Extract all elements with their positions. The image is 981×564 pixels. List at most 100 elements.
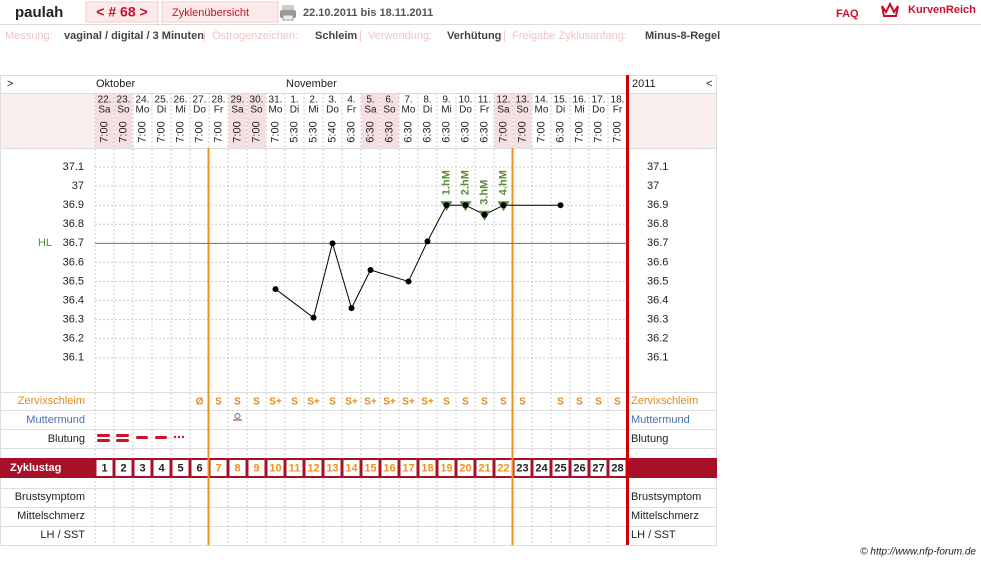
x-tick-label: 3 (139, 462, 145, 474)
temperature-point (310, 314, 317, 321)
y-tick-label: 36.4 (63, 294, 84, 306)
date-range: 22.10.2011 bis 18.11.2011 (303, 7, 433, 19)
hm-label: 2.hM (459, 170, 471, 195)
time-label: 7:00 (117, 121, 129, 142)
y-tick-label: 36.3 (63, 313, 84, 325)
date-label: 27. (193, 95, 207, 106)
cycle-day-cell (533, 460, 550, 476)
cycle-day-cell (229, 460, 246, 476)
cervix-value: S (614, 397, 621, 408)
separator: | (503, 30, 506, 42)
row-label: Muttermund (26, 414, 85, 426)
row-label: Mittelschmerz (17, 510, 85, 522)
overview-link[interactable]: Zyklenübersicht (172, 7, 249, 19)
header-cell (1, 93, 95, 148)
date-label: 4. (347, 95, 355, 106)
time-label: 5:30 (307, 121, 319, 142)
cycle-day-cell (286, 460, 303, 476)
date-label: 12. (497, 95, 511, 106)
x-tick-label: 21 (478, 462, 490, 474)
time-label: 6:30 (440, 121, 452, 142)
x-tick-label: 13 (326, 462, 338, 474)
date-label: 10. (459, 95, 473, 106)
date-label: 18. (611, 95, 625, 106)
cycle-nav[interactable]: < # 68 > (96, 4, 147, 20)
date-label: 15. (554, 95, 568, 106)
weekday-label: Mo (136, 105, 150, 116)
time-label: 7:00 (174, 121, 186, 142)
x-tick-label: 2 (120, 462, 126, 474)
overview-box[interactable] (161, 1, 279, 23)
x-tick-label: 24 (535, 462, 548, 474)
hm-label: 3.hM (478, 180, 490, 205)
weekday-label: Do (193, 105, 206, 116)
coverline-label: HL (38, 237, 52, 249)
cervix-value: S+ (402, 397, 415, 408)
date-label: 6. (385, 95, 393, 106)
cervix-value: S (215, 397, 222, 408)
weekday-label: Do (592, 105, 605, 116)
cervix-value: S (443, 397, 450, 408)
weekday-label: So (383, 105, 396, 116)
date-label: 2. (309, 95, 317, 106)
time-label: 7:00 (611, 121, 623, 142)
cycle-day-cell (438, 460, 455, 476)
date-label: 3. (328, 95, 336, 106)
info-label: Freigabe Zyklusanfang: (512, 30, 627, 42)
x-tick-label: 27 (592, 462, 604, 474)
date-label: 16. (573, 95, 587, 106)
date-label: 23. (117, 95, 131, 106)
temperature-point (557, 202, 564, 209)
y-tick-label: 36.1 (647, 352, 668, 364)
weekday-label: Mo (269, 105, 283, 116)
date-label: 1. (290, 95, 298, 106)
weekday-label: Sa (364, 105, 377, 116)
x-tick-label: 1 (101, 462, 107, 474)
cervix-position-icon (233, 413, 242, 421)
date-label: 31. (269, 95, 283, 106)
row-label: Zyklustag (10, 462, 61, 474)
time-label: 7:00 (497, 121, 509, 142)
weekday-label: Do (459, 105, 472, 116)
cycle-day-cell (514, 460, 531, 476)
faq-link[interactable]: FAQ (836, 8, 859, 20)
temperature-point (367, 267, 374, 273)
weekday-label: Sa (231, 105, 244, 116)
cycle-day-cell (134, 460, 151, 476)
date-label: 22. (98, 95, 112, 106)
user-name: paulah (15, 4, 63, 21)
y-tick-label: 37 (72, 180, 84, 192)
temperature-point (443, 202, 450, 209)
x-tick-label: 19 (440, 462, 452, 474)
y-tick-label: 36.7 (647, 237, 668, 249)
weekend-cell (361, 94, 380, 148)
brand[interactable]: KurvenReich (908, 4, 976, 16)
nav-prev[interactable]: > (7, 78, 13, 90)
cycle-box[interactable] (85, 1, 159, 23)
weekday-label: Di (290, 105, 299, 116)
x-tick-label: 23 (516, 462, 528, 474)
hm-label: 1.hM (440, 170, 452, 195)
footer: © http://www.nfp-forum.de (860, 547, 976, 558)
print-icon[interactable] (280, 5, 296, 21)
y-tick-label: 37 (647, 180, 659, 192)
cycle-day-cell (305, 460, 322, 476)
cervix-value: Ø (196, 397, 204, 408)
temperature-point (329, 240, 336, 247)
info-value: Schleim (315, 30, 357, 42)
time-label: 7:00 (193, 121, 205, 142)
x-tick-label: 12 (307, 462, 319, 474)
date-label: 5. (366, 95, 374, 106)
cycle-day-cell (381, 460, 398, 476)
y-tick-label: 36.8 (63, 218, 84, 230)
time-label: 7:00 (535, 121, 547, 142)
time-label: 6:30 (554, 121, 566, 142)
x-tick-label: 26 (573, 462, 585, 474)
weekday-label: Mi (308, 105, 319, 116)
nav-next[interactable]: < (706, 78, 712, 90)
cervix-value: S (253, 397, 260, 408)
y-tick-label: 36.5 (647, 275, 668, 287)
y-tick-label: 36.8 (647, 218, 668, 230)
weekday-label: Sa (497, 105, 510, 116)
time-label: 5:30 (288, 121, 300, 142)
